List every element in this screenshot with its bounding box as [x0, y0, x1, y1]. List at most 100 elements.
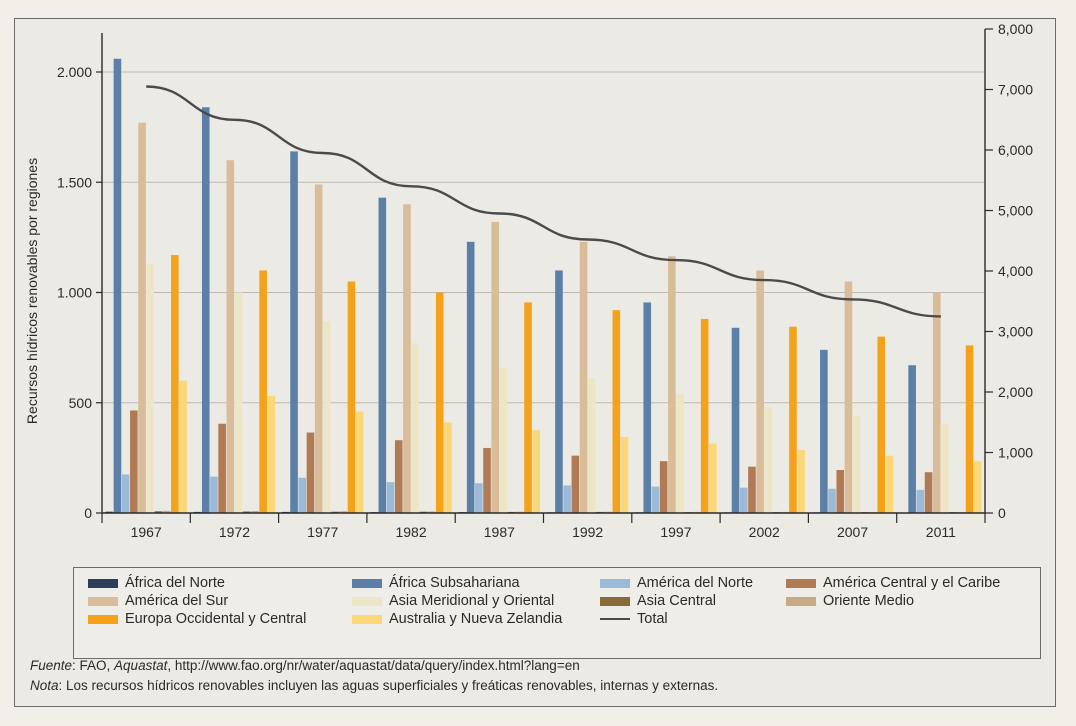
x-tick-label: 1977 [307, 524, 338, 540]
legend-item: Oriente Medio [786, 592, 914, 610]
bar [162, 510, 171, 513]
bar [643, 302, 652, 513]
chart-svg: 0 500 1.000 1.500 2.000 0 1,000 2,000 3,000 4,000… [24, 21, 1033, 540]
legend-swatch [352, 614, 382, 624]
bar [532, 430, 541, 513]
x-tick-label: 2002 [749, 524, 780, 540]
legend-item: América del Norte [600, 574, 753, 592]
y-tick-label-right: 0 [998, 505, 1006, 521]
bar [820, 349, 828, 513]
bar [113, 58, 122, 514]
y-tick-label-right: 4,000 [998, 263, 1033, 279]
bar [466, 241, 475, 514]
bar [579, 241, 588, 514]
bar [259, 270, 267, 513]
bar [973, 461, 982, 513]
bar [355, 411, 364, 513]
bar [524, 302, 532, 513]
bar [877, 336, 886, 513]
legend-label: América Central y el Caribe [823, 575, 1001, 591]
y-axis-title-left: Recursos hídricos renovables por regione… [24, 158, 40, 424]
legend-label: Total [637, 611, 668, 627]
bar [138, 122, 146, 514]
bar [965, 345, 974, 513]
legend-item: América del Sur [88, 592, 228, 610]
legend-label: Europa Occidental y Central [125, 611, 307, 627]
bar [323, 321, 331, 513]
bar [731, 327, 740, 513]
legend-item: Asia Central [600, 592, 716, 610]
bar [612, 310, 621, 513]
bar [427, 511, 436, 513]
note-text: : Los recursos hídricos renovables inclu… [58, 678, 719, 693]
x-tick-label: 1972 [219, 524, 250, 540]
bar [789, 326, 797, 513]
bar [700, 318, 709, 513]
bar [852, 415, 861, 513]
chart-figure: 0 500 1.000 1.500 2.000 0 1,000 2,000 3,000 4,000… [14, 18, 1056, 707]
source-line: Fuente: FAO, Aquastat, http://www.fao.or… [30, 656, 1050, 676]
legend-swatch [600, 578, 630, 588]
y-tick-label-left: 0 [84, 505, 92, 521]
legend-item: América Central y el Caribe [786, 574, 1000, 592]
bar [146, 263, 155, 513]
legend-swatch [352, 578, 382, 588]
bar [571, 455, 580, 513]
bar [756, 270, 764, 513]
legend-label: Asia Central [637, 593, 716, 609]
y-tick-label-left: 1.500 [57, 174, 92, 190]
bar [739, 487, 748, 513]
bar [171, 255, 179, 513]
bar [844, 281, 853, 513]
legend-label: América del Norte [637, 575, 754, 591]
legend-label: Asia Meridional y Oriental [389, 593, 555, 609]
source-sep: : FAO, [72, 658, 115, 673]
bar [651, 486, 660, 513]
bar [941, 423, 949, 513]
chart-legend: África del Norte América del Sur Europa … [73, 567, 1041, 659]
legend-item: Total [600, 610, 668, 628]
bar [298, 477, 307, 513]
bar [676, 393, 684, 513]
bar [659, 461, 668, 513]
legend-swatch [88, 596, 118, 606]
bar [924, 472, 933, 513]
bar [314, 184, 323, 513]
x-tick-label: 2007 [837, 524, 868, 540]
y-tick-label-right: 3,000 [998, 324, 1033, 340]
legend-item: Europa Occidental y Central [88, 610, 306, 628]
bar [435, 292, 444, 513]
note-line: Nota: Los recursos hídricos renovables i… [30, 676, 1050, 696]
bar [339, 511, 348, 513]
bar [267, 396, 276, 513]
bar [226, 160, 235, 513]
bar [347, 281, 356, 513]
bar [394, 440, 403, 513]
bar [748, 466, 756, 513]
bar [475, 483, 483, 513]
legend-swatch [600, 596, 630, 606]
source-name: Aquastat [114, 658, 168, 673]
bar [932, 292, 941, 513]
bar [201, 107, 210, 513]
x-tick-label: 1982 [395, 524, 426, 540]
bar [491, 221, 500, 513]
bar [251, 511, 259, 513]
bar [563, 485, 571, 513]
x-tick-label: 1997 [660, 524, 691, 540]
bar [668, 256, 676, 513]
y-tick-label-right: 1,000 [998, 445, 1033, 461]
bar [483, 447, 491, 513]
bar [764, 407, 773, 513]
bar [620, 436, 629, 513]
x-tick-label: 2011 [926, 524, 956, 540]
legend-label: Australia y Nueva Zelandia [389, 611, 563, 627]
bar [306, 432, 315, 513]
bar [797, 450, 805, 513]
legend-item: África Subsahariana [352, 574, 520, 592]
bar [444, 422, 452, 513]
legend-swatch [786, 596, 816, 606]
legend-swatch [352, 596, 382, 606]
bar [411, 343, 419, 513]
bar [587, 378, 596, 513]
